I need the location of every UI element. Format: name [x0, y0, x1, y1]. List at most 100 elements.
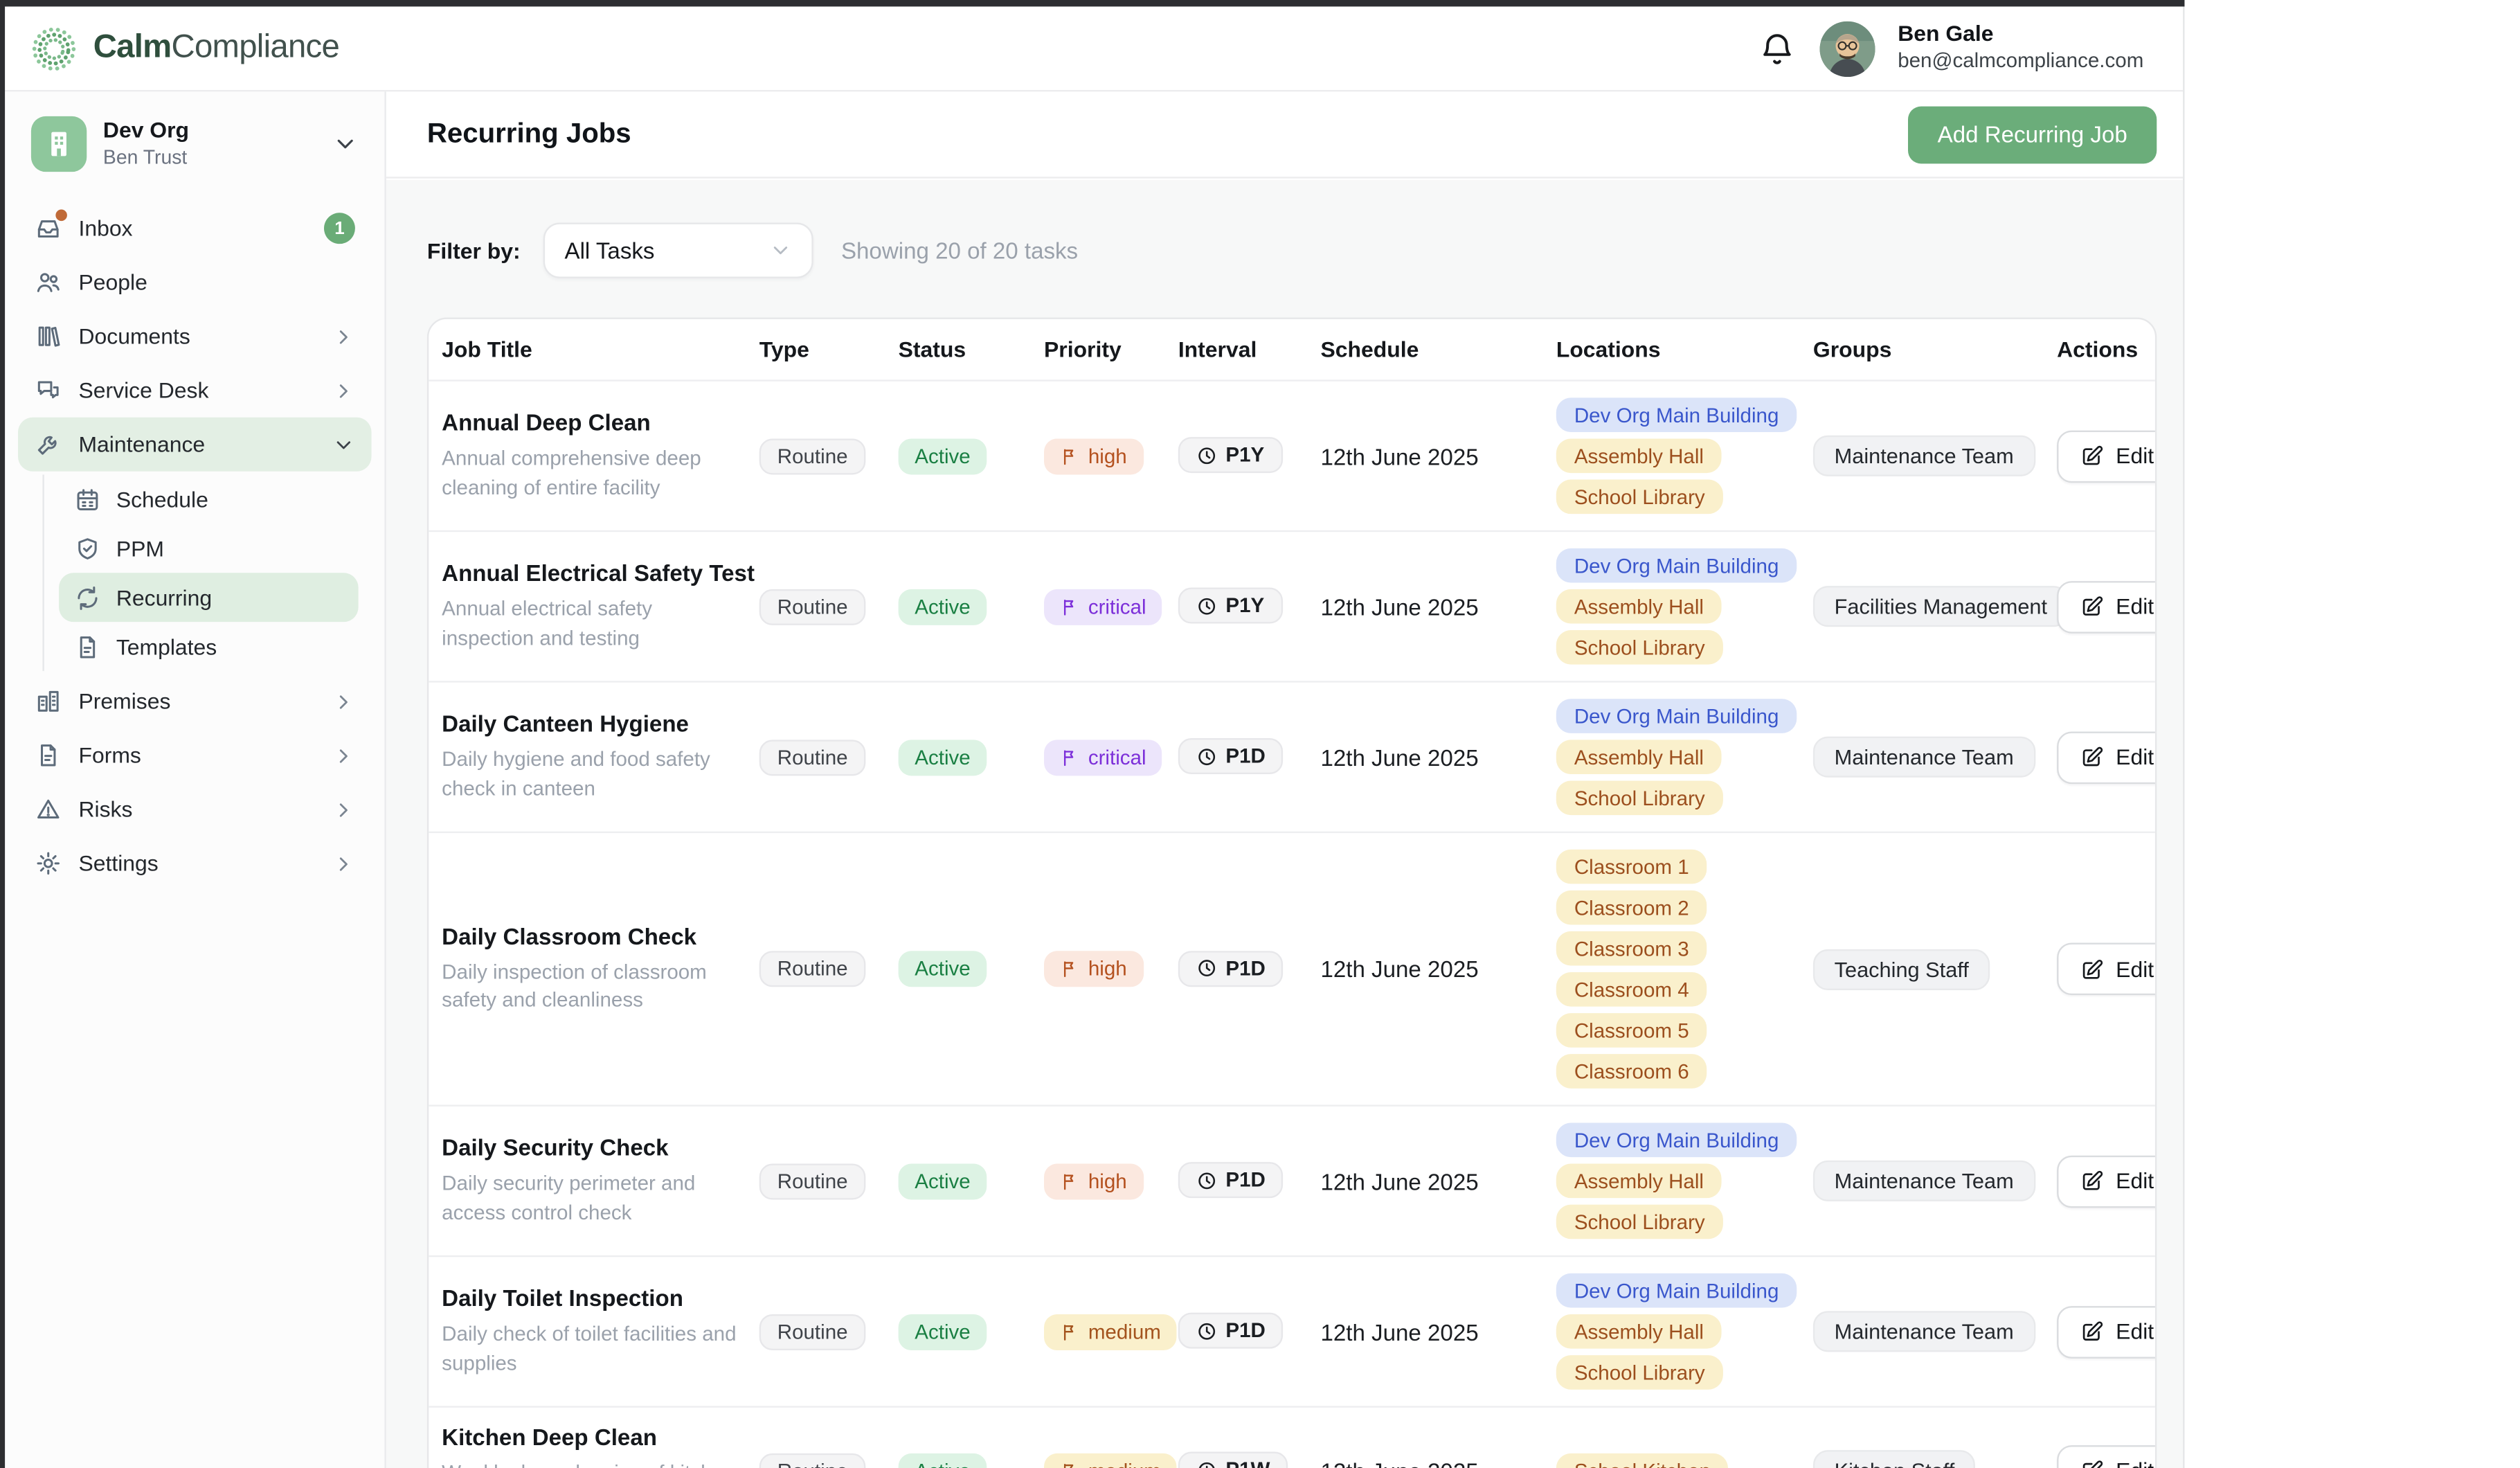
- sidebar-item-forms[interactable]: Forms: [18, 728, 372, 782]
- sidebar-item-risks[interactable]: Risks: [18, 782, 372, 836]
- job-title: Daily Classroom Check: [442, 922, 697, 949]
- notifications-bell-icon[interactable]: [1757, 28, 1797, 68]
- job-cell: Kitchen Deep Clean Weekly deep cleaning …: [442, 1424, 759, 1468]
- priority-badge: medium: [1044, 1452, 1178, 1468]
- sidebar-item-premises[interactable]: Premises: [18, 674, 372, 728]
- edit-button[interactable]: Edit: [2057, 580, 2155, 633]
- locations-list: Dev Org Main Building Assembly Hall School…: [1556, 699, 1813, 816]
- table-row: Daily Toilet Inspection Daily check of t…: [429, 1255, 2155, 1406]
- edit-button[interactable]: Edit: [2057, 1154, 2155, 1208]
- clock-icon: [1198, 1323, 1216, 1340]
- chevron-right-icon: [339, 695, 348, 708]
- clock-icon: [1198, 598, 1216, 615]
- location-badge: School Library: [1556, 780, 1723, 816]
- page-header: Recurring Jobs Add Recurring Job: [386, 91, 2184, 179]
- refresh-icon: [73, 584, 101, 611]
- type-badge: Routine: [759, 1163, 866, 1199]
- sidebar-item-service-desk[interactable]: Service Desk: [18, 364, 372, 418]
- location-badge: Dev Org Main Building: [1556, 397, 1797, 433]
- edit-button[interactable]: Edit: [2057, 731, 2155, 784]
- sidebar-item-label: Premises: [78, 689, 171, 714]
- edit-button[interactable]: Edit: [2057, 429, 2155, 483]
- inbox-count-badge: 1: [324, 213, 355, 244]
- sidebar-item-documents[interactable]: Documents: [18, 310, 372, 364]
- job-title: Daily Toilet Inspection: [442, 1284, 683, 1312]
- user-info: Ben Gale ben@calmcompliance.com: [1898, 21, 2143, 75]
- flag-icon: [1063, 1323, 1074, 1340]
- column-header: Priority: [1044, 337, 1122, 362]
- column-header: Locations: [1556, 337, 1661, 362]
- group-badge: Maintenance Team: [1812, 435, 2035, 476]
- locations-list: Classroom 1 Classroom 2 Classroom 3 Classro…: [1556, 849, 1813, 1089]
- priority-badge: high: [1044, 1163, 1144, 1199]
- calendar-icon: [73, 485, 101, 513]
- table-row: Annual Deep Clean Annual comprehensive d…: [429, 379, 2155, 530]
- edit-pencil-icon: [2082, 958, 2103, 978]
- building-icon: [51, 132, 66, 156]
- edit-button[interactable]: Edit: [2057, 1305, 2155, 1358]
- recurring-jobs-table: Job Title Type Status Priority Interval …: [426, 317, 2157, 1468]
- flag-icon: [1063, 598, 1074, 615]
- sidebar-item-ppm[interactable]: PPM: [59, 523, 359, 573]
- column-header: Type: [759, 337, 809, 362]
- interval-badge: P1Y: [1178, 437, 1283, 474]
- sidebar-item-settings[interactable]: Settings: [18, 836, 372, 890]
- interval-badge: P1D: [1178, 738, 1284, 775]
- location-badge: Classroom 3: [1556, 931, 1707, 966]
- add-recurring-job-button[interactable]: Add Recurring Job: [1908, 105, 2157, 163]
- sidebar-item-inbox[interactable]: Inbox 1: [18, 202, 372, 256]
- edit-pencil-icon: [2082, 596, 2103, 616]
- clock-icon: [1198, 447, 1216, 464]
- chevron-right-icon: [339, 330, 348, 343]
- flag-icon: [1063, 749, 1074, 766]
- flag-icon: [1063, 1462, 1074, 1468]
- inbox-icon: [35, 209, 67, 242]
- clock-icon: [1198, 960, 1216, 977]
- job-title: Kitchen Deep Clean: [442, 1424, 657, 1451]
- user-avatar[interactable]: [1819, 20, 1875, 76]
- task-filter-select[interactable]: All Tasks: [543, 222, 813, 278]
- location-badge: School Library: [1556, 479, 1723, 514]
- location-badge: School Library: [1556, 630, 1723, 665]
- sidebar-item-templates[interactable]: Templates: [59, 622, 359, 671]
- chevron-right-icon: [339, 749, 348, 762]
- wrench-icon: [35, 431, 62, 458]
- group-badge: Maintenance Team: [1812, 1160, 2035, 1201]
- location-badge: Classroom 2: [1556, 890, 1707, 925]
- group-badge: Facilities Management: [1812, 586, 2069, 627]
- schedule-date: 12th June 2025: [1320, 593, 1479, 620]
- org-selector[interactable]: Dev Org Ben Trust: [18, 107, 372, 182]
- document-icon: [73, 633, 101, 661]
- sidebar-item-label: Templates: [116, 634, 217, 659]
- status-badge: Active: [898, 1452, 987, 1468]
- location-badge: Classroom 4: [1556, 972, 1707, 1007]
- sidebar-item-people[interactable]: People: [18, 256, 372, 310]
- brand-wordmark: CalmCompliance: [93, 29, 340, 66]
- sidebar-item-maintenance[interactable]: Maintenance: [18, 417, 372, 472]
- sidebar-item-recurring[interactable]: Recurring: [59, 573, 359, 623]
- type-badge: Routine: [759, 1313, 866, 1350]
- status-badge: Active: [898, 1313, 987, 1350]
- chevron-right-icon: [339, 803, 348, 816]
- job-cell: Annual Deep Clean Annual comprehensive d…: [442, 409, 759, 503]
- group-badge: Teaching Staff: [1812, 948, 1990, 990]
- main-pane: Recurring Jobs Add Recurring Job Filter …: [386, 91, 2184, 1468]
- edit-button[interactable]: Edit: [2057, 1444, 2155, 1468]
- group-badge: Maintenance Team: [1812, 1311, 2035, 1352]
- column-header: Interval: [1178, 337, 1257, 362]
- results-summary: Showing 20 of 20 tasks: [840, 237, 1079, 264]
- sidebar-item-schedule[interactable]: Schedule: [59, 474, 359, 523]
- type-badge: Routine: [759, 1452, 866, 1468]
- job-subtitle: Daily hygiene and food safety check in c…: [442, 748, 710, 800]
- edit-button[interactable]: Edit: [2057, 942, 2155, 996]
- location-badge: Assembly Hall: [1556, 1163, 1722, 1199]
- location-badge: Dev Org Main Building: [1556, 548, 1797, 583]
- priority-badge: critical: [1044, 588, 1163, 625]
- filter-bar: Filter by: All Tasks Showing 20 of 20 ta…: [427, 222, 2157, 278]
- schedule-date: 12th June 2025: [1320, 1458, 1556, 1468]
- interval-badge: P1W: [1178, 1452, 1288, 1468]
- page-content: Filter by: All Tasks Showing 20 of 20 ta…: [386, 180, 2184, 1468]
- status-badge: Active: [898, 739, 987, 776]
- buildings-icon: [35, 688, 62, 715]
